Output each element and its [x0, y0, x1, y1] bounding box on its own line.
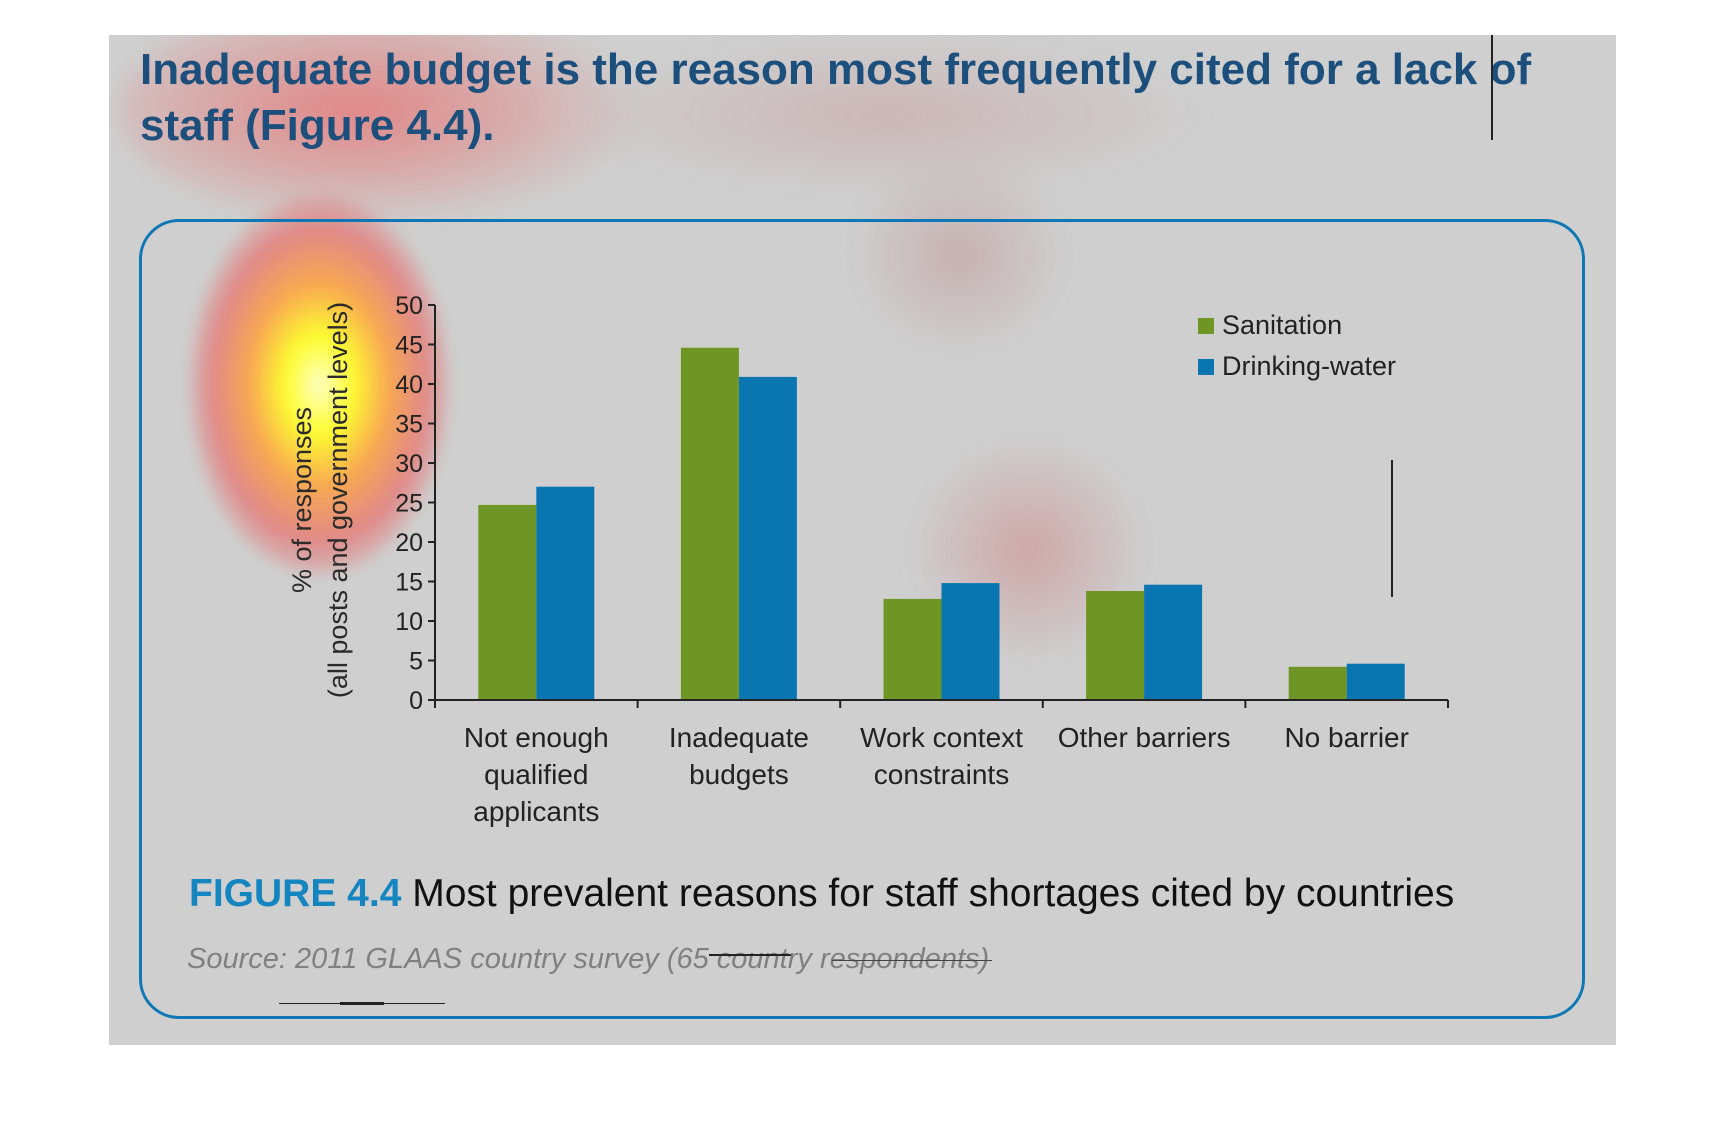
bar-sanitation: [680, 347, 739, 700]
bar-drinking-water: [738, 376, 797, 700]
y-tick-label: 5: [409, 648, 423, 676]
y-axis-label: % of responses (all posts and government …: [287, 302, 353, 698]
bar-drinking-water: [1346, 663, 1405, 700]
x-category-label: Not enough qualified applicants: [464, 722, 609, 827]
bar-sanitation: [1086, 591, 1145, 700]
labels-layer: 0 5 10 15 20 25 30 35 40 45 50 Not enough qualified a…: [287, 292, 1409, 827]
y-tick-label: 40: [395, 371, 423, 399]
headline: Inadequate budget is the reason most fre…: [140, 45, 1532, 150]
y-tick-label: 20: [395, 529, 423, 557]
y-tick-label: 30: [395, 450, 423, 478]
bar-drinking-water: [1144, 584, 1203, 700]
axes-layer: [428, 304, 1449, 708]
y-tick-label: 45: [395, 332, 423, 360]
y-tick-label: 50: [395, 292, 423, 320]
y-tick-label: 25: [395, 490, 423, 518]
cursor-line: [1491, 35, 1493, 140]
cursor-line: [1391, 460, 1393, 597]
bar-sanitation: [1288, 666, 1347, 700]
x-category-label: No barrier: [1284, 722, 1408, 753]
figure-card: [139, 219, 1585, 1019]
legend-swatch: [1198, 359, 1214, 375]
underline-mark: [340, 1002, 384, 1005]
legend-label: Sanitation: [1222, 310, 1342, 340]
strike-line: [832, 960, 992, 961]
legend: Sanitation Drinking-water: [1198, 310, 1396, 381]
legend-label: Drinking-water: [1222, 351, 1396, 381]
bar-drinking-water: [536, 486, 595, 700]
x-category-label: Inadequate budgets: [669, 722, 809, 790]
bar-drinking-water: [941, 583, 1000, 700]
y-tick-label: 0: [409, 687, 423, 715]
source-note: Source: 2011 GLAAS country survey (65 co…: [187, 943, 990, 975]
y-tick-label: 15: [395, 569, 423, 597]
bar-sanitation: [883, 598, 942, 700]
figure-title: Most prevalent reasons for staff shortag…: [401, 872, 1455, 915]
legend-swatch: [1198, 318, 1214, 334]
y-tick-label: 35: [395, 411, 423, 439]
figure-caption: FIGURE 4.4 Most prevalent reasons for st…: [189, 872, 1454, 916]
bar-sanitation: [478, 504, 537, 700]
bars-layer: [478, 347, 1405, 700]
y-tick-label: 10: [395, 608, 423, 636]
figure-number: FIGURE 4.4: [189, 872, 402, 915]
x-category-label: Other barriers: [1058, 722, 1231, 753]
strike-line: [709, 954, 791, 956]
x-category-label: Work context constraints: [860, 722, 1023, 790]
